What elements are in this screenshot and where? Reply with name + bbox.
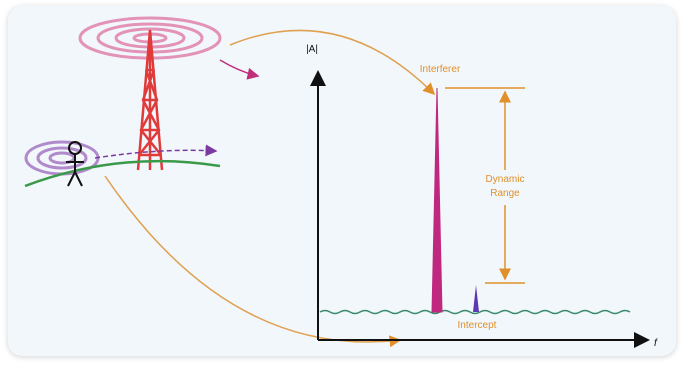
intercept-label: Intercept: [458, 320, 497, 331]
page: |A| f Interferer Dynamic Range Intercept…: [0, 0, 689, 365]
axes: [318, 72, 648, 340]
interferer-label: Interferer: [420, 64, 461, 75]
pink-arrow: [220, 60, 258, 76]
y-axis-label: |A|: [306, 44, 318, 55]
interferer-spike: [432, 88, 442, 312]
intercept-spike: [473, 285, 479, 312]
dynamic-range-bracket: [445, 88, 525, 283]
intercept-arc: [105, 176, 400, 342]
dynamic-range-label: Dynamic: [486, 174, 525, 185]
x-axis-label: f: [654, 338, 658, 349]
diagram: |A| f Interferer Dynamic Range Intercept: [0, 0, 689, 365]
interferer-arc: [230, 30, 434, 94]
dynamic-range-label: Range: [490, 188, 520, 199]
